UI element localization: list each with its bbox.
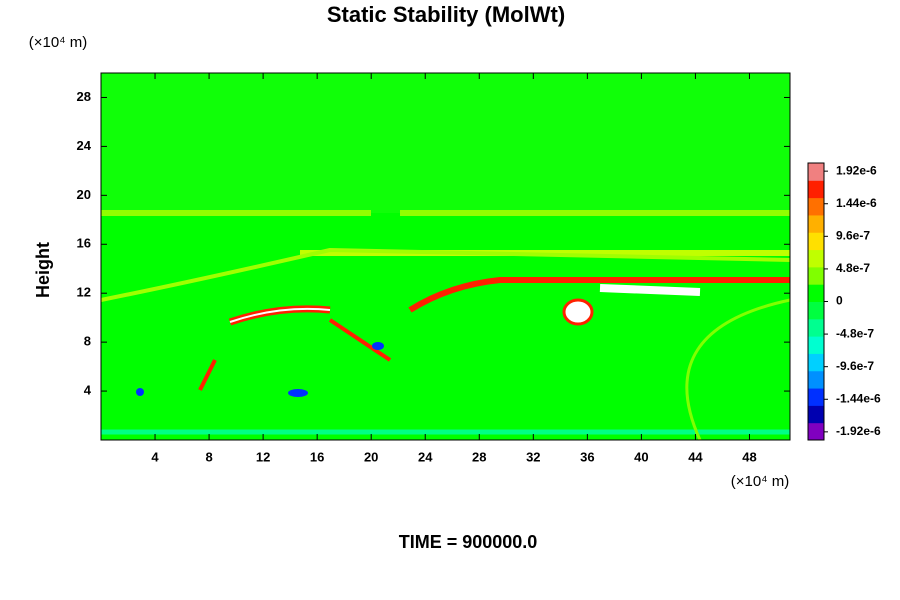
x-tick-label: 4 [151,449,159,464]
x-tick-label: 12 [256,449,270,464]
field-streak [328,318,392,362]
field-streak [198,359,217,391]
x-tick-label: 48 [742,449,756,464]
y-axis-label: Height [33,242,53,298]
colorbar-tick-label: 1.44e-6 [836,196,877,210]
colorbar-swatch [808,163,824,181]
field-band [101,210,371,216]
y-unit-label: (×10⁴ m) [29,34,88,51]
y-tick-label: 4 [84,383,92,398]
colorbar-swatch [808,370,824,389]
colorbar-tick-label: -1.44e-6 [836,391,881,405]
field-streak [100,247,791,302]
colorbar-swatch [808,249,824,268]
colorbar-tick-label: 9.6e-7 [836,228,870,242]
field-streak [599,284,701,296]
y-tick-label: 12 [77,285,91,300]
field-streak [408,277,790,313]
plot-frame [100,72,791,441]
colorbar-tick-label: 4.8e-7 [836,261,870,275]
y-tick-label: 8 [84,334,91,349]
field-streak [685,298,791,441]
x-tick-label: 44 [688,449,703,464]
colorbar-swatch [808,353,824,372]
colorbar-swatch [808,266,824,285]
x-tick-label: 28 [472,449,486,464]
field-streak [229,307,331,323]
x-unit-label: (×10⁴ m) [731,473,790,490]
colorbar-swatch [808,422,824,441]
colorbar-swatch [808,197,824,216]
colorbar-swatch [808,336,824,354]
x-tick-label: 20 [364,449,378,464]
x-tick-label: 16 [310,449,324,464]
colorbar-tick-label: 1.92e-6 [836,163,877,177]
y-tick-label: 24 [77,138,92,153]
field-band [101,73,790,213]
y-tick-label: 16 [77,236,91,251]
colorbar-swatch [808,284,824,302]
field-blob [372,342,384,350]
y-tick-label: 28 [77,89,91,104]
x-tick-label: 36 [580,449,594,464]
colorbar-tick-label: 0 [836,294,843,308]
colorbar-swatch [808,388,824,406]
chart-title: Static Stability (MolWt) [327,2,565,27]
x-tick-label: 24 [418,449,433,464]
y-tick-label: 20 [77,187,91,202]
colorbar-swatch [808,232,824,251]
colorbar-swatch [808,405,824,424]
field-blob [136,388,144,396]
colorbar-tick-label: -4.8e-7 [836,326,874,340]
x-tick-label: 32 [526,449,540,464]
colorbar-swatch [808,214,824,233]
colorbar-swatch [808,180,824,199]
field [100,73,791,441]
colorbar-swatch [808,318,824,337]
x-tick-label: 8 [205,449,212,464]
annotation: TIME = 900000.0 [399,532,538,552]
colorbar-swatch [808,301,824,320]
field-band [400,210,790,216]
colorbar-tick-label: -9.6e-7 [836,359,874,373]
field-blob [288,389,308,397]
x-tick-label: 40 [634,449,648,464]
colorbar-tick-label: -1.92e-6 [836,424,881,438]
field-blob [562,298,594,326]
